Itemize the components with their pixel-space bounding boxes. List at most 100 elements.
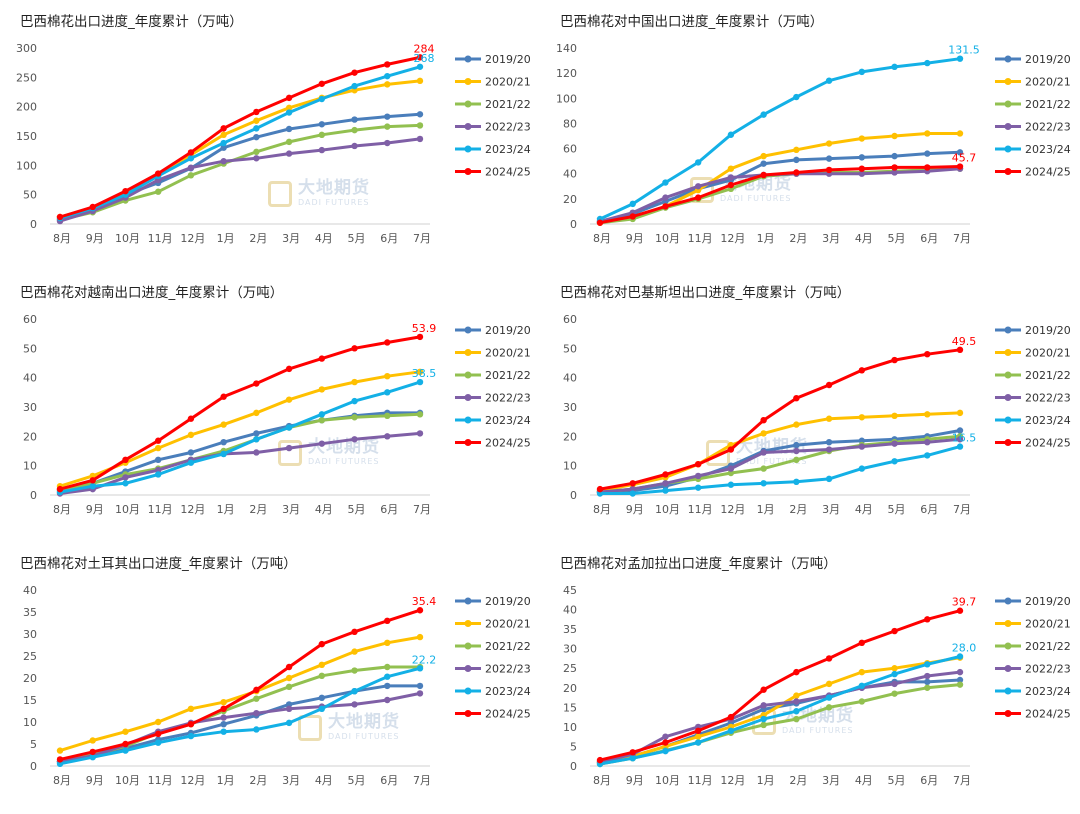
- data-point: [56, 747, 64, 754]
- data-point: [924, 678, 931, 686]
- y-tick-label: 150: [16, 130, 37, 143]
- legend-label: 2020/21: [1025, 618, 1071, 631]
- legend-item: 2020/21: [455, 76, 531, 89]
- series-line: [599, 348, 961, 491]
- data-point: [662, 194, 669, 201]
- chart-svg: 0 20 40 60 80 100 120 140 8月 9月 10月 11月 12月 1月 2月 3月 4月 5…: [556, 42, 1071, 245]
- series-2024-25: [56, 607, 424, 763]
- legend-marker: [464, 710, 472, 717]
- series-line: [599, 57, 961, 221]
- legend-label: 2020/21: [1025, 347, 1071, 360]
- x-tick-label: 8月: [53, 774, 71, 787]
- data-point: [416, 633, 424, 641]
- data-point: [253, 409, 260, 417]
- data-point: [727, 481, 735, 488]
- data-point: [122, 456, 129, 463]
- data-point: [416, 682, 424, 690]
- legend-label: 2024/25: [1025, 166, 1071, 179]
- y-tick-label: 30: [563, 643, 577, 656]
- data-point: [187, 459, 195, 466]
- legend-label: 2022/23: [485, 121, 531, 134]
- series-line: [59, 380, 421, 494]
- x-tick-label: 12月: [720, 503, 745, 516]
- data-point: [662, 733, 669, 740]
- data-point: [891, 356, 898, 364]
- data-point: [727, 181, 735, 189]
- data-point: [285, 150, 293, 157]
- data-point: [318, 705, 326, 712]
- legend-marker: [464, 416, 472, 424]
- y-tick-label: 50: [23, 342, 37, 355]
- x-tick-label: 12月: [720, 232, 745, 245]
- data-point: [694, 461, 702, 468]
- series-2021-22: [56, 122, 424, 224]
- data-point: [825, 704, 833, 711]
- x-tick-label: 2月: [789, 232, 807, 245]
- x-tick-label: 3月: [822, 774, 840, 787]
- data-point: [891, 440, 898, 447]
- data-point: [253, 108, 260, 116]
- chart-svg: 0 50 100 150 200 250 300 8月 9月 10月 11月 12月 1月 2月 3月 4月 5…: [16, 42, 531, 245]
- data-point: [956, 681, 964, 688]
- legend-marker: [1004, 326, 1012, 334]
- series-2022-23: [56, 135, 424, 225]
- legend-marker: [1004, 416, 1012, 424]
- chart-svg: 0 10 20 30 40 50 60 8月 9月 10月 11月 12月 1月 2月 3月 4月 5月 6月 7月…: [563, 313, 1071, 516]
- data-point: [285, 396, 293, 403]
- legend-item: 2022/23: [995, 392, 1071, 405]
- data-point: [924, 616, 931, 623]
- x-tick-label: 10月: [655, 503, 680, 516]
- data-point: [285, 719, 293, 727]
- legend-item: 2019/20: [995, 324, 1071, 337]
- y-tick-label: 120: [556, 67, 577, 80]
- chart-panel-bangladesh: 巴西棉花对孟加拉出口进度_年度累计（万吨） 大地期货 DADI FUTURES …: [540, 542, 1080, 813]
- legend-marker: [1004, 710, 1012, 717]
- data-point: [956, 653, 964, 660]
- data-point: [384, 339, 391, 346]
- data-point: [285, 705, 293, 712]
- y-tick-label: 100: [556, 92, 577, 105]
- x-tick-label: 5月: [348, 774, 366, 787]
- legend-marker: [1004, 394, 1012, 401]
- series-line: [599, 167, 961, 225]
- data-point: [416, 111, 424, 118]
- y-tick-label: 0: [570, 218, 577, 231]
- data-point: [285, 138, 293, 146]
- data-point: [318, 661, 326, 668]
- watermark-logo-icon: [278, 439, 302, 466]
- data-point: [318, 411, 326, 418]
- series-2023-24: [596, 443, 964, 497]
- data-point: [318, 694, 326, 701]
- data-point: [89, 477, 96, 484]
- x-tick-label: 1月: [757, 232, 775, 245]
- data-point: [924, 130, 931, 137]
- legend-marker: [464, 439, 472, 446]
- x-tick-label: 4月: [855, 774, 873, 787]
- data-point: [727, 713, 735, 721]
- data-point: [122, 474, 129, 481]
- x-tick-label: 4月: [315, 503, 333, 516]
- data-point: [154, 188, 162, 195]
- legend-label: 2024/25: [485, 166, 531, 179]
- legend-item: 2021/22: [455, 369, 531, 382]
- x-tick-label: 6月: [920, 503, 938, 516]
- series-2024-25: [56, 54, 424, 221]
- y-tick-label: 10: [563, 460, 577, 473]
- data-point: [793, 169, 800, 176]
- data-label: 22.2: [412, 653, 437, 666]
- data-point: [220, 393, 227, 400]
- x-tick-label: 1月: [757, 774, 775, 787]
- data-point: [629, 200, 636, 208]
- data-point: [220, 699, 227, 706]
- y-tick-label: 15: [563, 701, 577, 714]
- x-tick-label: 3月: [282, 232, 300, 245]
- legend-item: 2024/25: [455, 708, 531, 721]
- data-point: [253, 133, 260, 141]
- data-point: [956, 130, 964, 137]
- x-tick-label: 12月: [720, 774, 745, 787]
- data-point: [956, 676, 964, 684]
- data-point: [253, 695, 260, 702]
- chart-title: 巴西棉花对土耳其出口进度_年度累计（万吨）: [20, 556, 297, 572]
- y-tick-label: 30: [563, 401, 577, 414]
- data-point: [416, 607, 424, 614]
